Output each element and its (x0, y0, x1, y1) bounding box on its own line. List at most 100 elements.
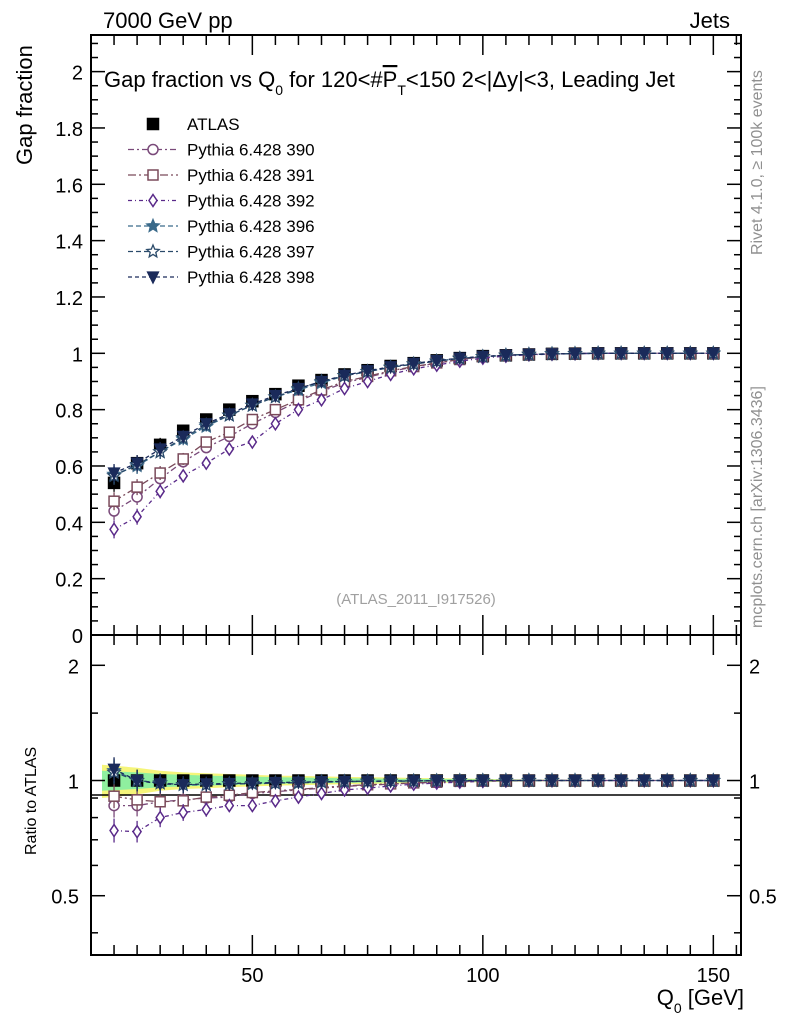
ratio-data-point (153, 778, 167, 792)
legend-label: Pythia 6.428 391 (187, 166, 315, 185)
data-point (407, 357, 421, 371)
legend-marker (147, 169, 159, 181)
data-point (453, 352, 467, 366)
ratio-data-point (591, 774, 605, 788)
data-point (706, 347, 720, 361)
ratio-series-line (113, 779, 714, 833)
data-point (316, 392, 327, 408)
data-point (177, 453, 189, 465)
data-point (293, 402, 304, 417)
ratio-data-point (107, 763, 121, 777)
ratio-data-point (316, 786, 327, 801)
data-point (109, 522, 119, 537)
main-y-ticks: 0 0.2 0.4 0.6 0.8 1 1.2 1.4 1.6 1.8 2 (55, 42, 741, 648)
legend-entry-pythia-6-428-396: Pythia 6.428 396 (128, 217, 315, 236)
data-point (362, 374, 373, 389)
ratio-data-point (614, 774, 628, 788)
data-point (269, 403, 282, 416)
ratio-y-tick-label-right: 2 (749, 656, 760, 678)
data-point (683, 347, 697, 361)
ratio-y-tick-label-left: 1 (68, 772, 79, 794)
data-point (199, 418, 213, 432)
data-point (591, 347, 605, 361)
data-point (522, 348, 536, 362)
ratio-y-ticks: 0.5 0.5 1 1 2 2 (51, 656, 777, 934)
ratio-data-point (337, 775, 352, 789)
data-point (384, 361, 398, 375)
main-y-tick-label: 0 (72, 626, 83, 648)
data-point (614, 347, 628, 361)
ratio-data-point (270, 793, 281, 809)
legend-marker (145, 243, 161, 259)
ratio-data-point (314, 776, 329, 790)
main-y-tick-label: 0.8 (55, 401, 83, 423)
ratio-series-group (106, 757, 722, 843)
header-right: Jets (690, 8, 730, 33)
ratio-data-point (154, 796, 166, 808)
data-point (131, 481, 143, 493)
data-point (245, 398, 259, 412)
data-point (476, 350, 490, 364)
data-point (499, 349, 513, 363)
main-y-tick-label: 1.6 (55, 175, 83, 197)
plot-title: Gap fraction vs Q0 for 120<#PT<150 2<|Δy… (104, 67, 675, 98)
data-point (268, 389, 282, 404)
ratio-data-point (499, 774, 513, 788)
data-point (568, 347, 582, 362)
main-y-tick-label: 2 (72, 63, 83, 85)
ratio-series-pythia-6-428-398 (107, 757, 720, 794)
ratio-data-point (268, 776, 282, 790)
legend-label: Pythia 6.428 390 (187, 141, 315, 160)
ratio-data-point (683, 774, 697, 788)
data-point (291, 382, 305, 396)
ratio-y-tick-label-right: 0.5 (749, 887, 777, 909)
data-point (246, 413, 259, 426)
main-series-group (106, 345, 722, 539)
data-point (247, 434, 258, 450)
main-y-axis-label: Gap fraction (12, 45, 37, 165)
ratio-data-point (132, 824, 143, 840)
ratio-data-point (245, 777, 259, 791)
main-y-tick-label: 1.4 (55, 232, 83, 254)
ratio-y-tick-label-left: 2 (68, 656, 79, 678)
ratio-data-point (109, 823, 119, 838)
legend-marker (147, 143, 159, 156)
data-point (130, 457, 144, 471)
data-point (201, 455, 212, 471)
data-point (339, 381, 350, 396)
data-point (430, 354, 444, 369)
data-point (108, 495, 120, 507)
legend: ATLAS Pythia 6.428 390 Pythia 6.428 391 Pyt… (128, 115, 315, 287)
mcplots-label: mcplots.cern.ch [arXiv:1306.3436] (749, 386, 766, 628)
x-tick-label: 150 (697, 965, 730, 987)
rivet-version-label: Rivet 4.1.0, ≥ 100k events (749, 70, 766, 255)
ratio-data-point (108, 790, 120, 802)
ratio-panel: 0.5 0.5 1 1 2 2 50 100 150 Ratio to ATLAS Q0 [G… (23, 634, 777, 1016)
header-left: 7000 GeV pp (103, 8, 233, 33)
ratio-data-point (339, 782, 350, 798)
data-point (107, 467, 121, 481)
ratio-data-point (637, 774, 651, 788)
legend-label: Pythia 6.428 392 (187, 192, 315, 211)
x-tick-label: 50 (241, 965, 263, 987)
legend-entry-pythia-6-428-390: Pythia 6.428 390 (128, 141, 315, 160)
ratio-data-point (199, 778, 213, 792)
ratio-data-point (201, 802, 212, 817)
legend-label: Pythia 6.428 396 (187, 217, 315, 236)
ratio-data-point (155, 810, 166, 825)
ratio-y-tick-label-right: 1 (749, 772, 760, 794)
ratio-data-point (176, 779, 190, 793)
main-y-tick-label: 0.4 (55, 513, 83, 535)
ratio-data-point (568, 774, 582, 788)
series-line (113, 352, 714, 474)
ratio-data-point (545, 774, 559, 788)
data-point (153, 443, 167, 457)
legend-label: ATLAS (187, 115, 240, 134)
ratio-data-point (430, 775, 444, 789)
ratio-data-point (130, 774, 144, 788)
ratio-data-point (361, 775, 375, 789)
x-tick-label: 100 (466, 965, 499, 987)
legend-label: Pythia 6.428 397 (187, 243, 315, 262)
ratio-data-point (222, 777, 236, 791)
